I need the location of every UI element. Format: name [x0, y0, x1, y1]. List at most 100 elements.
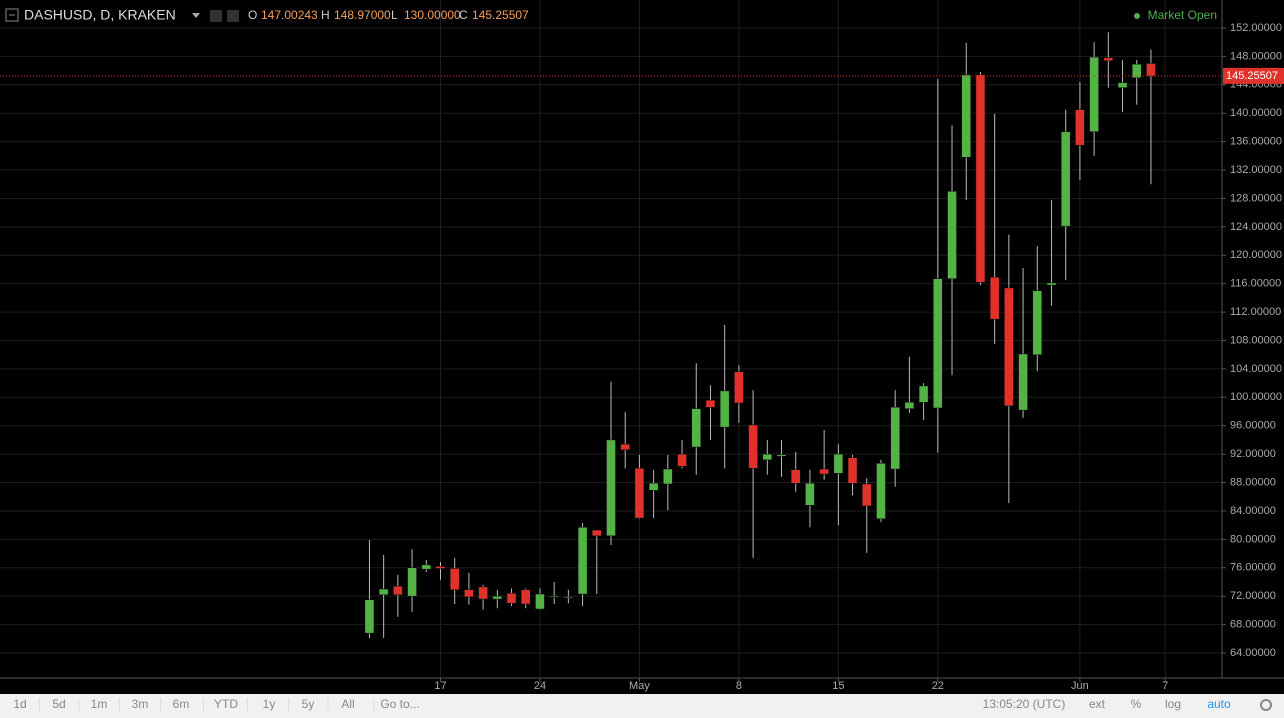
candle-body	[663, 468, 673, 485]
ohlc-key: L	[391, 8, 398, 22]
range-button[interactable]: 5d	[52, 697, 65, 711]
y-tick-label: 112.00000	[1230, 306, 1281, 318]
toggle-button[interactable]: %	[1131, 697, 1142, 711]
candle-body	[393, 585, 403, 596]
y-tick-label: 80.00000	[1230, 533, 1276, 545]
candle-body	[890, 407, 900, 470]
clock: 13:05:20 (UTC)	[983, 697, 1066, 711]
candle-body	[1117, 82, 1128, 88]
candle-body	[947, 191, 957, 279]
candle-body	[819, 468, 829, 475]
candle-body	[847, 457, 858, 484]
candle-body	[1032, 290, 1043, 355]
y-tick-label: 148.00000	[1230, 50, 1282, 62]
candle-body	[1004, 287, 1014, 407]
candle-body	[748, 424, 758, 469]
candle-body	[918, 385, 929, 403]
range-button[interactable]: 1m	[91, 697, 108, 711]
range-button[interactable]: Go to...	[380, 697, 419, 711]
y-tick-label: 88.00000	[1230, 476, 1276, 488]
x-tick-label: 15	[832, 680, 844, 692]
candle-body	[1131, 63, 1142, 78]
toolbar	[0, 694, 1284, 718]
candle-body	[648, 483, 659, 491]
range-button[interactable]: YTD	[214, 697, 238, 711]
icon-button[interactable]	[227, 10, 239, 22]
range-button[interactable]: 3m	[132, 697, 149, 711]
y-tick-label: 64.00000	[1230, 647, 1276, 659]
candle-body	[833, 453, 844, 474]
candle-body	[790, 469, 801, 484]
candle-body	[705, 399, 716, 408]
range-button[interactable]: 6m	[173, 697, 190, 711]
toggle-button[interactable]: auto	[1207, 697, 1231, 711]
candle-body	[734, 371, 744, 404]
candle-body	[549, 595, 559, 598]
ohlc-value: 147.00243	[261, 8, 318, 22]
candle-body	[592, 529, 602, 537]
y-tick-label: 116.00000	[1230, 278, 1281, 290]
candle-body	[620, 443, 630, 451]
candle-body	[677, 453, 687, 467]
candle-body	[449, 568, 460, 591]
candle-body	[563, 596, 574, 599]
candle-body	[1075, 109, 1085, 146]
range-button[interactable]: 1d	[13, 697, 26, 711]
y-tick-label: 72.00000	[1230, 590, 1276, 602]
icon-button[interactable]	[210, 10, 222, 22]
ohlc-value: 145.25507	[472, 8, 529, 22]
ohlc-value: 148.97000	[334, 8, 391, 22]
candle-body	[876, 463, 886, 520]
ohlc-value: 130.00000	[404, 8, 461, 22]
x-tick-label: 8	[736, 680, 742, 692]
candle-body	[805, 483, 815, 506]
candle-body	[1089, 56, 1099, 132]
candle-body	[478, 586, 488, 600]
range-button[interactable]: All	[341, 697, 354, 711]
candle-body	[904, 402, 915, 409]
settings-icon[interactable]	[1260, 699, 1272, 711]
candle-body	[1046, 282, 1057, 286]
market-status: Market Open	[1148, 8, 1217, 22]
y-tick-label: 136.00000	[1230, 136, 1282, 148]
y-tick-label: 100.00000	[1230, 391, 1282, 403]
candle-body	[634, 468, 645, 519]
candle-body	[989, 277, 1000, 320]
candle-body	[691, 408, 702, 448]
last-price-label: 145.25507	[1226, 70, 1278, 82]
candle-body	[862, 483, 872, 507]
y-tick-label: 120.00000	[1230, 249, 1282, 261]
ohlc-key: H	[321, 8, 330, 22]
candle-body	[407, 567, 417, 597]
candle-body	[464, 589, 474, 598]
candle-body	[1060, 131, 1071, 227]
candle-body	[933, 278, 943, 409]
y-tick-label: 96.00000	[1230, 420, 1276, 432]
candles	[364, 32, 1156, 639]
y-tick-label: 104.00000	[1230, 363, 1282, 375]
menu-icon[interactable]	[5, 8, 19, 22]
last-price-box	[1223, 67, 1284, 84]
dropdown-arrow[interactable]	[192, 13, 200, 18]
candle-body	[520, 589, 531, 605]
x-tick-label: 22	[932, 680, 944, 692]
ohlc-key: C	[459, 8, 468, 22]
status-dot	[1134, 13, 1140, 19]
y-tick-label: 132.00000	[1230, 164, 1282, 176]
toggle-button[interactable]: ext	[1089, 697, 1106, 711]
y-tick-label: 108.00000	[1230, 334, 1282, 346]
toggle-button[interactable]: log	[1165, 697, 1181, 711]
candle-body	[975, 74, 986, 283]
y-tick-label: 140.00000	[1230, 107, 1282, 119]
candle-body	[776, 454, 787, 457]
candle-body	[421, 564, 432, 570]
chart-title[interactable]: DASHUSD, D, KRAKEN	[24, 7, 176, 23]
y-tick-label: 68.00000	[1230, 618, 1276, 630]
candle-body	[719, 390, 730, 428]
candle-body	[1146, 63, 1156, 77]
candle-body	[435, 566, 446, 569]
range-button[interactable]: 5y	[302, 697, 315, 711]
toolbar-items: 1d 5d 1m 3m 6m YTD 1y 5y All Go to... 13:05:20 (UT…	[13, 697, 1231, 712]
range-button[interactable]: 1y	[263, 697, 276, 711]
